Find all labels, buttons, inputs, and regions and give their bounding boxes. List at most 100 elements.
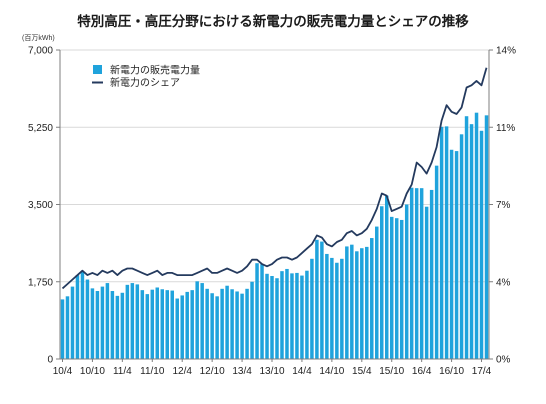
bar bbox=[449, 149, 454, 359]
bar-layer bbox=[60, 112, 489, 360]
bar bbox=[145, 294, 150, 359]
bar bbox=[305, 270, 309, 359]
bar bbox=[225, 285, 229, 359]
bar bbox=[285, 268, 289, 359]
x-tick-label: 12/4 bbox=[172, 366, 192, 377]
y-right-tick-label: 7% bbox=[496, 200, 511, 211]
y-left-unit-label: (百万kWh) bbox=[22, 34, 55, 42]
bar bbox=[270, 276, 274, 359]
bar bbox=[220, 288, 224, 359]
bar bbox=[394, 218, 399, 359]
bar bbox=[245, 288, 249, 359]
y-left-tick-label: 0 bbox=[47, 355, 53, 366]
x-tick-label: 11/10 bbox=[140, 366, 165, 377]
bar bbox=[160, 289, 165, 359]
x-tick-label: 13/4 bbox=[232, 366, 252, 377]
bar bbox=[439, 126, 444, 360]
bar bbox=[419, 188, 424, 359]
bar bbox=[335, 262, 339, 359]
bar bbox=[230, 289, 234, 359]
y-right-tick-label: 11% bbox=[496, 123, 515, 134]
bar bbox=[414, 188, 419, 359]
bar bbox=[325, 253, 329, 359]
legend-line-label: 新電力のシェア bbox=[110, 76, 180, 89]
bar bbox=[295, 272, 299, 359]
bar bbox=[370, 238, 374, 359]
bar bbox=[464, 116, 469, 359]
bar bbox=[424, 206, 429, 359]
bar bbox=[210, 293, 214, 359]
bar bbox=[434, 165, 439, 359]
bar bbox=[135, 284, 140, 359]
bar bbox=[280, 271, 284, 359]
bar bbox=[165, 290, 169, 359]
bar bbox=[100, 286, 105, 359]
x-tick-label: 14/4 bbox=[292, 366, 312, 377]
bar bbox=[85, 279, 90, 359]
y-left-tick-label: 7,000 bbox=[28, 46, 53, 57]
x-tick-label: 15/4 bbox=[352, 366, 372, 377]
bar bbox=[215, 296, 219, 359]
x-tick-label: 17/4 bbox=[472, 366, 492, 377]
bar bbox=[300, 275, 304, 359]
bar bbox=[399, 219, 404, 359]
legend-bar-swatch bbox=[93, 65, 102, 74]
y-left-tick-label: 3,500 bbox=[28, 200, 53, 211]
bar bbox=[429, 189, 434, 359]
chart-title: 特別高圧・高圧分野における新電力の販売電力量とシェアの推移 bbox=[77, 14, 469, 29]
bar bbox=[105, 283, 110, 359]
bar bbox=[469, 124, 474, 359]
bar bbox=[200, 283, 204, 359]
bar bbox=[345, 246, 349, 359]
x-tick-label: 13/10 bbox=[259, 366, 284, 377]
y-right-tick-label: 0% bbox=[496, 355, 511, 366]
bar bbox=[195, 281, 199, 359]
bar bbox=[275, 278, 279, 359]
bar bbox=[260, 264, 264, 359]
bar bbox=[315, 239, 319, 359]
bar bbox=[80, 271, 85, 359]
bar bbox=[409, 187, 414, 359]
bar bbox=[75, 275, 80, 359]
x-tick-label: 12/10 bbox=[200, 366, 225, 377]
bar bbox=[190, 290, 194, 359]
bar bbox=[150, 289, 155, 359]
bar bbox=[90, 288, 95, 359]
bar bbox=[170, 290, 174, 359]
bar bbox=[330, 257, 334, 359]
bar bbox=[265, 273, 269, 359]
bar bbox=[310, 258, 314, 359]
bar bbox=[180, 295, 184, 359]
x-tick-label: 15/10 bbox=[379, 366, 404, 377]
bar bbox=[365, 246, 369, 359]
y-right-tick-label: 14% bbox=[496, 46, 516, 57]
bar bbox=[389, 216, 394, 359]
bar bbox=[484, 115, 489, 360]
bar bbox=[355, 251, 359, 359]
bar bbox=[479, 130, 484, 359]
axis-layer: 0 0% 1,750 4% 3,500 7% 5,250 11% 7,000 14% 10/4 10/… bbox=[22, 34, 516, 377]
bar bbox=[120, 292, 125, 359]
bar bbox=[125, 284, 130, 359]
line-layer bbox=[61, 67, 488, 290]
bar bbox=[95, 291, 100, 359]
bar bbox=[250, 281, 254, 359]
bar bbox=[360, 248, 364, 359]
x-tick-label: 16/10 bbox=[439, 366, 464, 377]
y-left-tick-label: 5,250 bbox=[28, 123, 53, 134]
share-line bbox=[61, 67, 488, 290]
bar bbox=[340, 258, 344, 359]
y-right-tick-label: 4% bbox=[496, 277, 511, 288]
bar bbox=[175, 298, 179, 359]
bar bbox=[155, 287, 160, 359]
bar bbox=[459, 134, 464, 359]
bar bbox=[474, 112, 479, 359]
bar bbox=[240, 293, 244, 359]
bar bbox=[60, 299, 65, 359]
bar bbox=[290, 273, 294, 359]
bar bbox=[65, 296, 70, 359]
bar bbox=[140, 290, 145, 359]
bar bbox=[205, 288, 209, 359]
